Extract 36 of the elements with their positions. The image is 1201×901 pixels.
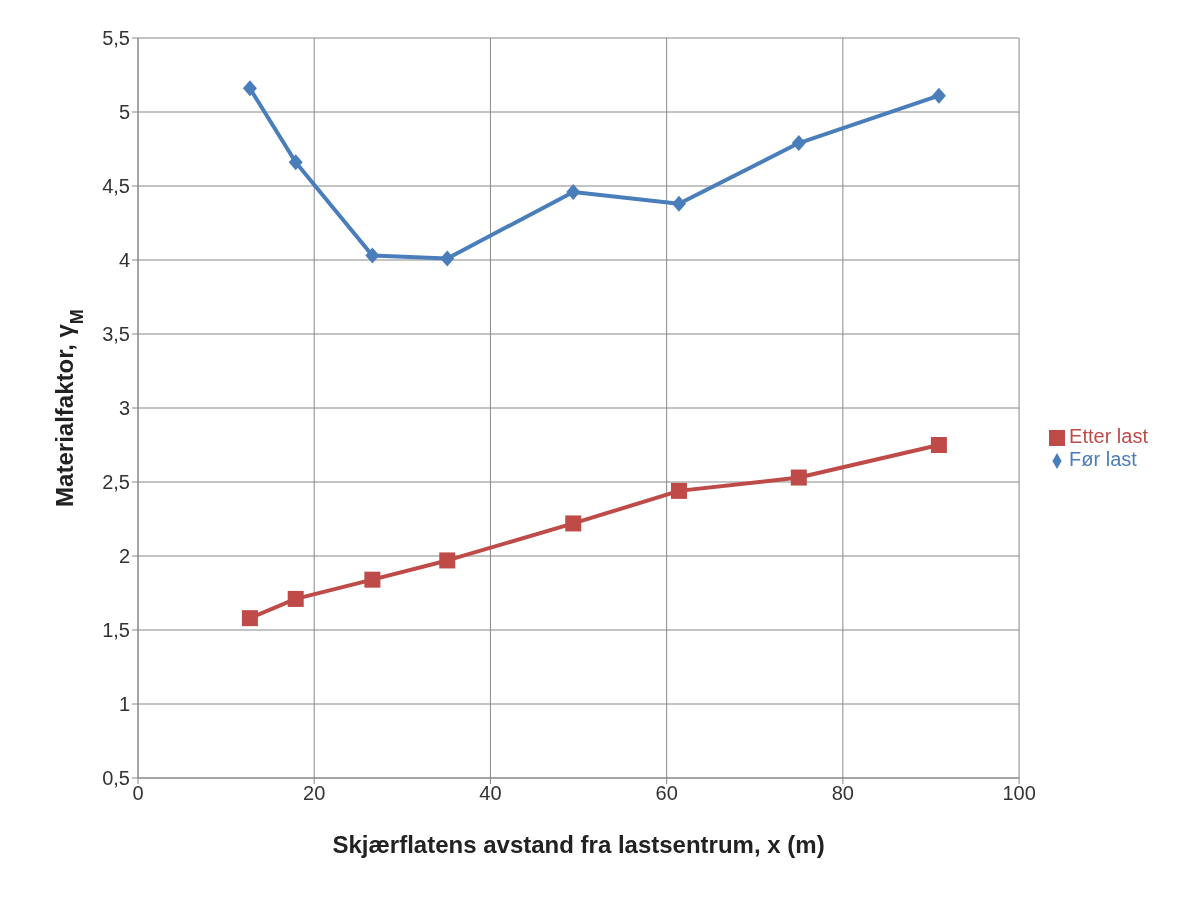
- y-tick-label: 2,5: [102, 471, 130, 494]
- y-tick-label: 1,5: [102, 619, 130, 642]
- x-tick-label: 60: [655, 782, 678, 805]
- point: [287, 590, 304, 607]
- y-tick-label: 4: [118, 249, 130, 272]
- x-tick-label: 20: [303, 782, 326, 805]
- point: [288, 154, 303, 171]
- point: [242, 80, 257, 97]
- point: [364, 571, 381, 588]
- point: [671, 195, 686, 212]
- x-tick-label: 100: [1002, 782, 1036, 805]
- point: [566, 183, 581, 200]
- x-axis-title: Skjærflatens avstand fra lastsentrum, x (m): [332, 831, 825, 858]
- point: [670, 482, 687, 499]
- point: [241, 610, 258, 627]
- point: [565, 515, 582, 532]
- point: [365, 247, 380, 264]
- point: [791, 135, 806, 152]
- y-tick-label: 3: [118, 397, 130, 420]
- point: [930, 437, 947, 453]
- y-tick-label: 5,5: [102, 27, 130, 50]
- point: [790, 469, 807, 486]
- x-tick-label: 40: [479, 782, 502, 805]
- x-tick-label: 80: [831, 782, 854, 805]
- point: [440, 250, 455, 267]
- y-tick-label: 5: [118, 101, 130, 124]
- x-tick-label: 0: [132, 782, 144, 805]
- y-tick-label: 0,5: [102, 767, 130, 790]
- y-tick-label: 3,5: [102, 323, 130, 346]
- y-tick-label: 2: [118, 545, 130, 568]
- legend-label: Etter last: [1069, 425, 1148, 447]
- point: [439, 552, 456, 569]
- y-tick-label: 1: [118, 693, 130, 716]
- legend-label: Før last: [1069, 448, 1137, 470]
- y-tick-label: 4,5: [102, 175, 130, 198]
- point: [931, 87, 946, 104]
